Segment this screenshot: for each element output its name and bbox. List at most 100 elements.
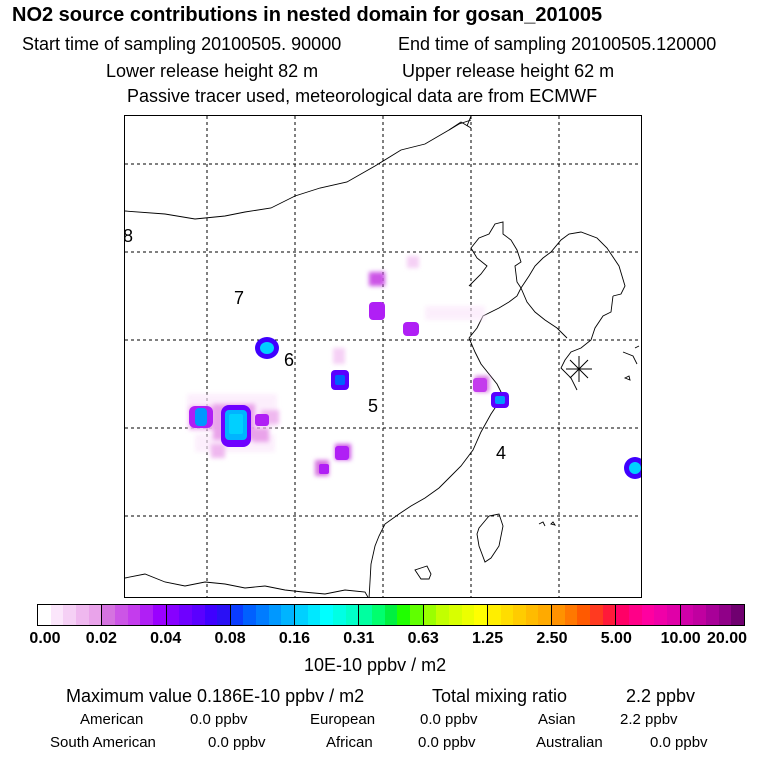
total-mixing-ratio-label: Total mixing ratio bbox=[432, 686, 568, 706]
end-time: End time of sampling 20100505.120000 bbox=[398, 34, 717, 54]
colorbar-swatch bbox=[564, 605, 578, 625]
colorbar-swatch bbox=[474, 605, 487, 625]
colorbar-tick-label: 0.00 bbox=[29, 630, 61, 647]
colorbar-swatch bbox=[307, 605, 321, 625]
colorbar-swatch bbox=[268, 605, 282, 625]
colorbar-segment bbox=[102, 605, 167, 625]
colorbar-swatch bbox=[384, 605, 398, 625]
trajectory-label: 8 bbox=[124, 226, 134, 246]
colorbar-swatch bbox=[397, 605, 410, 625]
region-value: 0.0 ppbv bbox=[418, 734, 476, 751]
start-time: Start time of sampling 20100505. 90000 bbox=[22, 34, 342, 54]
colorbar-swatch bbox=[75, 605, 89, 625]
maximum-value: Maximum value 0.186E-10 ppbv / m2 bbox=[66, 686, 365, 706]
colorbar-swatch bbox=[552, 605, 565, 625]
plume-cell bbox=[229, 414, 243, 434]
colorbar-tick-label: 0.08 bbox=[214, 630, 246, 647]
colorbar-swatch bbox=[705, 605, 719, 625]
colorbar-tick-label: 0.04 bbox=[150, 630, 182, 647]
colorbar-segment bbox=[616, 605, 681, 625]
colorbar-swatch bbox=[230, 605, 244, 625]
region-value: 0.0 ppbv bbox=[650, 734, 708, 751]
colorbar-swatch bbox=[140, 605, 153, 625]
colorbar-swatch bbox=[461, 605, 475, 625]
colorbar-swatch bbox=[513, 605, 526, 625]
region-value: 0.0 ppbv bbox=[208, 734, 266, 751]
region-name: Australian bbox=[536, 734, 603, 751]
upper-release-height: Upper release height 62 m bbox=[402, 61, 615, 81]
colorbar-swatch bbox=[448, 605, 462, 625]
colorbar-swatch bbox=[629, 605, 642, 625]
plume-cell bbox=[319, 464, 329, 474]
colorbar-swatch bbox=[256, 605, 269, 625]
colorbar-segment bbox=[680, 605, 744, 625]
colorbar-swatch bbox=[436, 605, 449, 625]
map-canvas bbox=[125, 116, 641, 597]
colorbar-swatch bbox=[680, 605, 694, 625]
colorbar-swatch bbox=[500, 605, 514, 625]
colorbar-tick-label: 1.25 bbox=[471, 630, 504, 647]
colorbar-swatch bbox=[616, 605, 630, 625]
gridlines bbox=[125, 116, 641, 597]
plume-cell bbox=[495, 396, 505, 404]
plume-layer bbox=[187, 256, 641, 479]
colorbar-swatch bbox=[281, 605, 295, 625]
colorbar-segment bbox=[552, 605, 617, 625]
colorbar-tick-label: 0.02 bbox=[85, 630, 117, 647]
colorbar-swatch bbox=[602, 605, 616, 625]
tracer-note: Passive tracer used, meteorological data… bbox=[127, 86, 598, 106]
colorbar-segment bbox=[38, 605, 103, 625]
region-name: South American bbox=[50, 734, 156, 751]
map-panel: 8 7 6 5 4 bbox=[124, 115, 642, 598]
colorbar-tick-label: 0.63 bbox=[407, 630, 439, 647]
colorbar-swatch bbox=[127, 605, 141, 625]
colorbar-swatch bbox=[320, 605, 334, 625]
colorbar-swatch bbox=[345, 605, 359, 625]
colorbar-tick-label: 2.50 bbox=[536, 630, 568, 647]
region-name: African bbox=[326, 734, 373, 751]
plume-cell bbox=[260, 342, 274, 354]
colorbar-swatch bbox=[693, 605, 706, 625]
region-name: European bbox=[310, 711, 376, 728]
total-mixing-ratio-value: 2.2 ppbv bbox=[626, 686, 696, 706]
colorbar-swatch bbox=[409, 605, 423, 625]
plume-cell bbox=[473, 378, 487, 392]
colorbar-tick-label: 10.00 bbox=[660, 630, 701, 647]
colorbar-segment bbox=[359, 605, 424, 625]
asterisk-icon bbox=[566, 356, 592, 382]
colorbar-segment bbox=[230, 605, 296, 625]
colorbar-swatch bbox=[102, 605, 115, 625]
lower-release-height: Lower release height 82 m bbox=[106, 61, 319, 81]
colorbar-swatch bbox=[88, 605, 102, 625]
plume-cell bbox=[335, 446, 349, 460]
coastlines bbox=[125, 116, 640, 597]
colorbar-swatch bbox=[243, 605, 257, 625]
colorbar-swatch bbox=[667, 605, 680, 625]
colorbar-swatch bbox=[114, 605, 128, 625]
plume-cell bbox=[403, 322, 419, 336]
colorbar-swatch bbox=[50, 605, 64, 625]
region-name: American bbox=[80, 711, 144, 728]
colorbar-tick-label: 0.31 bbox=[343, 630, 375, 647]
colorbar-segment bbox=[166, 605, 231, 625]
colorbar-swatch bbox=[641, 605, 655, 625]
trajectory-label: 4 bbox=[496, 443, 507, 463]
map-title: NO2 source contributions in nested domai… bbox=[12, 4, 603, 26]
colorbar-swatch bbox=[295, 605, 308, 625]
colorbar-swatch bbox=[179, 605, 192, 625]
colorbar-swatch bbox=[359, 605, 372, 625]
trajectory-label: 5 bbox=[368, 396, 379, 416]
plume-cell bbox=[335, 375, 345, 385]
colorbar-swatch bbox=[371, 605, 385, 625]
plume-cell bbox=[369, 302, 385, 320]
trajectory-label: 7 bbox=[234, 288, 245, 308]
colorbar-swatch bbox=[204, 605, 218, 625]
colorbar-swatch bbox=[487, 605, 501, 625]
colorbar-swatch bbox=[166, 605, 180, 625]
colorbar bbox=[37, 604, 745, 626]
colorbar-swatch bbox=[654, 605, 668, 625]
colorbar-swatch bbox=[423, 605, 437, 625]
trajectory-label: 6 bbox=[284, 350, 295, 370]
region-value: 0.0 ppbv bbox=[190, 711, 248, 728]
colorbar-swatch bbox=[38, 605, 51, 625]
